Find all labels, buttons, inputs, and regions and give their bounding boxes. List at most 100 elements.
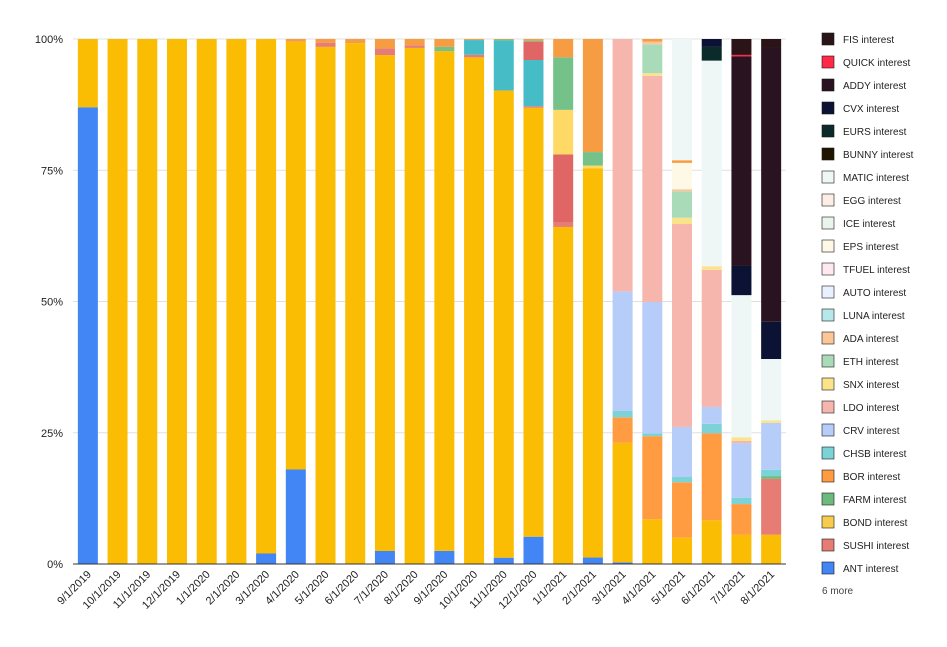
- legend-item-luna-interest[interactable]: LUNA interest: [821, 308, 905, 322]
- bar-segment-bor-interest[interactable]: [731, 504, 752, 535]
- bar-segment-ldo-interest[interactable]: [701, 269, 722, 407]
- bar-segment-crv-interest[interactable]: [731, 443, 752, 498]
- bar-segment-other[interactable]: [256, 39, 277, 554]
- bar-segment-other[interactable]: [285, 39, 306, 42]
- bar-segment-chsb-interest[interactable]: [612, 410, 633, 418]
- bar-segment-chsb-interest[interactable]: [731, 497, 752, 505]
- bar-segment-ldo-interest[interactable]: [672, 224, 693, 427]
- bar-segment-other[interactable]: [464, 39, 485, 41]
- legend-item-quick-interest[interactable]: QUICK interest: [821, 55, 910, 69]
- bar-segment-other[interactable]: [493, 39, 514, 40]
- bar-segment-other[interactable]: [523, 107, 544, 537]
- bar-segment-other[interactable]: [345, 39, 366, 44]
- bar-segment-other[interactable]: [523, 40, 544, 42]
- bar-segment-other[interactable]: [582, 152, 603, 166]
- legend-item-ice-interest[interactable]: ICE interest: [821, 216, 895, 230]
- bar-segment-ldo-interest[interactable]: [612, 39, 633, 292]
- bar-segment-other[interactable]: [523, 39, 544, 41]
- bar-segment-other[interactable]: [523, 60, 544, 107]
- bar-segment-other[interactable]: [493, 90, 514, 558]
- legend-item-ada-interest[interactable]: ADA interest: [821, 331, 899, 345]
- legend-item-ldo-interest[interactable]: LDO interest: [821, 400, 899, 414]
- legend-item-auto-interest[interactable]: AUTO interest: [821, 285, 906, 299]
- legend-item-crv-interest[interactable]: CRV interest: [821, 423, 900, 437]
- bar-segment-other[interactable]: [553, 39, 574, 58]
- legend-item-fis-interest[interactable]: FIS interest: [821, 32, 894, 46]
- bar-segment-other[interactable]: [642, 39, 663, 42]
- bar-segment-snx-interest[interactable]: [761, 420, 782, 423]
- legend-item-ant-interest[interactable]: ANT interest: [821, 561, 899, 575]
- legend-item-farm-interest[interactable]: FARM interest: [821, 492, 907, 506]
- legend-item-sushi-interest[interactable]: SUSHI interest: [821, 538, 909, 552]
- bar-segment-other[interactable]: [196, 39, 217, 564]
- bar-segment-matic-interest[interactable]: [672, 39, 693, 161]
- legend-item-eth-interest[interactable]: ETH interest: [821, 354, 899, 368]
- bar-segment-snx-interest[interactable]: [672, 217, 693, 225]
- bar-segment-sushi-interest[interactable]: [523, 106, 544, 108]
- bar-segment-other[interactable]: [345, 43, 366, 564]
- bar-segment-chsb-interest[interactable]: [761, 469, 782, 477]
- bar-segment-snx-interest[interactable]: [642, 73, 663, 76]
- bar-segment-other[interactable]: [315, 39, 336, 43]
- bar-segment-bor-interest[interactable]: [612, 417, 633, 443]
- bar-segment-bor-interest[interactable]: [701, 433, 722, 521]
- bar-segment-other[interactable]: [493, 40, 514, 91]
- bar-segment-other[interactable]: [523, 41, 544, 60]
- bar-segment-other[interactable]: [582, 39, 603, 153]
- bar-segment-ldo-interest[interactable]: [642, 75, 663, 303]
- bar-segment-crv-interest[interactable]: [761, 422, 782, 470]
- legend-item-eurs-interest[interactable]: EURS interest: [821, 124, 907, 138]
- bar-segment-ada-interest[interactable]: [642, 41, 663, 45]
- bar-segment-addy-interest[interactable]: [761, 47, 782, 322]
- bar-segment-other[interactable]: [582, 168, 603, 558]
- bar-segment-other[interactable]: [493, 39, 514, 41]
- bar-segment-sushi-interest[interactable]: [404, 45, 425, 48]
- bar-segment-other[interactable]: [226, 39, 247, 564]
- bar-segment-sushi-interest[interactable]: [374, 48, 395, 56]
- bar-segment-bor-interest[interactable]: [672, 482, 693, 538]
- bar-segment-matic-interest[interactable]: [731, 295, 752, 438]
- bar-segment-eurs-interest[interactable]: [701, 46, 722, 61]
- legend-item-chsb-interest[interactable]: CHSB interest: [821, 446, 907, 460]
- bar-segment-cvx-interest[interactable]: [731, 265, 752, 296]
- bar-segment-ant-interest[interactable]: [612, 562, 633, 564]
- bar-segment-matic-interest[interactable]: [701, 60, 722, 267]
- bar-segment-ant-interest[interactable]: [256, 553, 277, 565]
- bar-segment-sushi-interest[interactable]: [761, 478, 782, 535]
- legend-more-label[interactable]: 6 more: [822, 586, 854, 597]
- bar-segment-bor-interest[interactable]: [642, 436, 663, 520]
- bar-segment-ant-interest[interactable]: [493, 557, 514, 564]
- bar-segment-other[interactable]: [761, 534, 782, 564]
- bar-segment-ant-interest[interactable]: [434, 550, 455, 564]
- bar-segment-other[interactable]: [672, 160, 693, 163]
- legend-item-snx-interest[interactable]: SNX interest: [821, 377, 899, 391]
- bar-segment-other[interactable]: [374, 39, 395, 49]
- bar-segment-quick-interest[interactable]: [731, 54, 752, 57]
- bar-segment-chsb-interest[interactable]: [672, 477, 693, 483]
- bar-segment-chsb-interest[interactable]: [701, 423, 722, 434]
- bar-segment-other[interactable]: [77, 39, 98, 108]
- legend-item-tfuel-interest[interactable]: TFUEL interest: [821, 262, 910, 276]
- bar-segment-other[interactable]: [434, 51, 455, 551]
- bar-segment-other[interactable]: [582, 165, 603, 169]
- bar-segment-ant-interest[interactable]: [285, 469, 306, 565]
- bar-segment-other[interactable]: [731, 534, 752, 564]
- bar-segment-other[interactable]: [701, 520, 722, 564]
- bar-segment-snx-interest[interactable]: [701, 266, 722, 270]
- bar-segment-ldo-interest[interactable]: [731, 440, 752, 444]
- bar-segment-other[interactable]: [553, 226, 574, 564]
- bar-segment-cvx-interest[interactable]: [761, 321, 782, 360]
- bar-segment-other[interactable]: [374, 55, 395, 552]
- bar-segment-crv-interest[interactable]: [701, 406, 722, 424]
- legend-item-cvx-interest[interactable]: CVX interest: [821, 101, 899, 115]
- bar-segment-fis-interest[interactable]: [761, 39, 782, 48]
- bar-segment-other[interactable]: [137, 39, 158, 564]
- bar-segment-crv-interest[interactable]: [642, 302, 663, 434]
- bar-segment-eth-interest[interactable]: [642, 44, 663, 74]
- bar-segment-other[interactable]: [612, 442, 633, 563]
- bar-segment-sushi-interest[interactable]: [553, 222, 574, 227]
- bar-segment-other[interactable]: [434, 39, 455, 47]
- bar-segment-fis-interest[interactable]: [731, 39, 752, 55]
- legend-item-bunny-interest[interactable]: BUNNY interest: [821, 147, 914, 161]
- bar-segment-farm-interest[interactable]: [761, 476, 782, 479]
